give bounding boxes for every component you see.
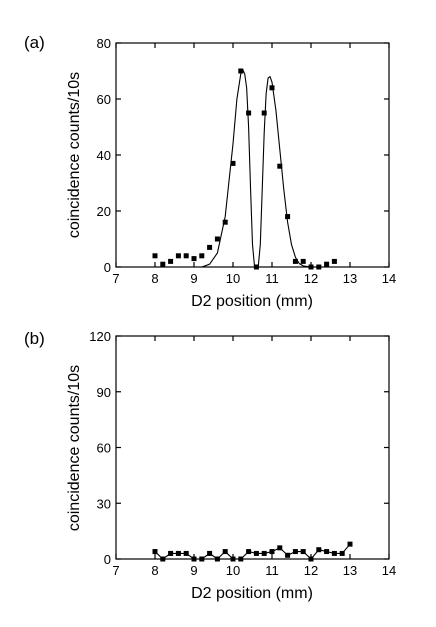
panel-a-data-point <box>214 236 220 242</box>
panel-b-data-point <box>238 556 244 562</box>
panel-b-x-tick-label: 12 <box>304 563 318 578</box>
panel-a-label: (a) <box>24 33 45 52</box>
panel-b-x-tick-label: 11 <box>265 563 279 578</box>
panel-b-data-point <box>277 545 283 551</box>
panel-a-x-tick-label: 14 <box>382 271 396 286</box>
panel-b-data-point <box>160 556 166 562</box>
panel-b-data-point <box>175 550 181 556</box>
panel-a-data-point <box>152 253 158 259</box>
panel-a-x-tick-label: 9 <box>190 271 197 286</box>
panel-b-data-point <box>285 552 291 558</box>
panel-b-data-point <box>331 550 337 556</box>
panel-b-data-point <box>292 549 298 555</box>
panel-b-y-axis-title: coincidence counts/10s <box>66 365 83 531</box>
panel-b-x-tick-label: 9 <box>190 563 197 578</box>
panel-b-data-point <box>168 550 174 556</box>
panel-b-y-tick-label: 120 <box>89 329 111 344</box>
panel-a-data-point <box>331 258 337 264</box>
panel-b-data-point <box>214 556 220 562</box>
panel-a-data-point <box>160 261 166 267</box>
panel-a-data-point <box>292 258 298 264</box>
panel-b-x-tick-label: 14 <box>382 563 396 578</box>
panel-a-data-point <box>324 261 330 267</box>
panel-b-data-point <box>191 556 197 562</box>
panel-b-data-point <box>207 550 213 556</box>
panel-b-x-axis-title: D2 position (mm) <box>191 585 313 602</box>
panel-a-data-point <box>191 256 197 262</box>
chart-panel-b: (b) D2 position (mm) coincidence counts/… <box>24 329 396 602</box>
panel-a-data-point <box>246 110 252 116</box>
panel-a-data-point <box>269 85 275 91</box>
panel-a-y-tick-label: 40 <box>97 148 111 163</box>
panel-b-y-tick-label: 90 <box>97 385 111 400</box>
panel-b-plot-frame <box>115 335 390 560</box>
panel-b-data-point <box>246 549 252 555</box>
panel-a-y-axis-title: coincidence counts/10s <box>66 72 83 238</box>
panel-b-y-tick-label: 60 <box>97 441 111 456</box>
panel-b-data-point <box>347 541 353 547</box>
panel-b-y-tick-label: 30 <box>97 496 111 511</box>
panel-a-data-point <box>261 110 267 116</box>
panel-a-data-point <box>230 160 236 166</box>
panel-a-data-point <box>175 253 181 259</box>
panel-a-x-axis-title: D2 position (mm) <box>191 293 313 310</box>
panel-b-data-point <box>316 547 322 553</box>
panel-a-data-point <box>300 258 306 264</box>
panel-a-x-tick-label: 13 <box>343 271 357 286</box>
panel-a-data-point <box>222 219 228 225</box>
panel-b-y-tick-label: 0 <box>104 552 111 567</box>
panel-a-data-point <box>207 244 213 250</box>
panel-b-data-point <box>199 556 205 562</box>
panel-a-data-point <box>199 253 205 259</box>
panel-a-x-tick-label: 8 <box>151 271 158 286</box>
panel-b-data-point <box>253 550 259 556</box>
panel-b-data-point <box>300 549 306 555</box>
panel-a-data-point <box>238 68 244 74</box>
panel-b-data-point <box>324 549 330 555</box>
panel-b-data-point <box>222 549 228 555</box>
panel-a-y-tick-label: 20 <box>97 204 111 219</box>
panel-b-x-tick-label: 8 <box>151 563 158 578</box>
panel-b-x-tick-label: 13 <box>343 563 357 578</box>
panel-a-data-point <box>168 258 174 264</box>
panel-b-data-point <box>269 549 275 555</box>
chart-panel-a: (a) D2 position (mm) coincidence counts/… <box>24 33 396 310</box>
panel-a-data-point <box>183 253 189 259</box>
panel-b-data-point <box>230 556 236 562</box>
panel-a-x-tick-label: 11 <box>265 271 279 286</box>
panel-a-data-point <box>277 163 283 169</box>
panel-a-y-tick-label: 0 <box>104 260 111 275</box>
panel-a-data-point <box>285 214 291 220</box>
panel-b-data-point <box>308 556 314 562</box>
panel-a-x-tick-label: 10 <box>226 271 240 286</box>
panel-a-y-tick-label: 80 <box>97 36 111 51</box>
panel-a-x-tick-label: 7 <box>112 271 119 286</box>
panel-b-x-tick-label: 7 <box>112 563 119 578</box>
panel-a-y-tick-label: 60 <box>97 92 111 107</box>
panel-b-data-point <box>339 550 345 556</box>
panel-b-data-point <box>261 550 267 556</box>
panel-a-fit-curve <box>116 69 389 268</box>
panel-b-data-point <box>152 549 158 555</box>
panel-b-data-point <box>183 550 189 556</box>
panel-a-x-tick-label: 12 <box>304 271 318 286</box>
panel-b-x-tick-label: 10 <box>226 563 240 578</box>
panel-b-label: (b) <box>24 329 45 348</box>
